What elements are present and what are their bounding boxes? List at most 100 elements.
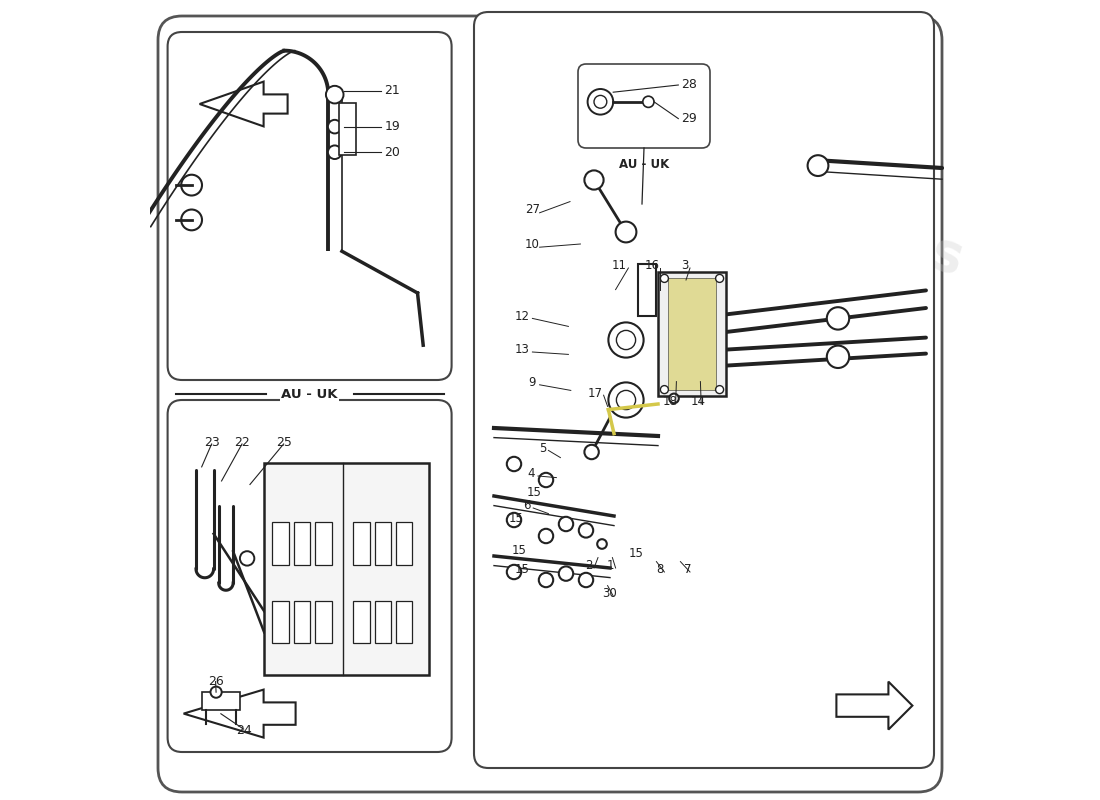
Circle shape (642, 96, 654, 107)
Text: 4: 4 (527, 467, 535, 480)
Text: 18: 18 (662, 395, 678, 408)
Circle shape (539, 473, 553, 487)
Bar (273, 601, 289, 643)
Circle shape (584, 445, 598, 459)
Text: 29: 29 (681, 112, 696, 125)
Bar (294, 601, 310, 643)
Circle shape (716, 274, 724, 282)
FancyBboxPatch shape (167, 32, 452, 380)
FancyBboxPatch shape (158, 16, 942, 792)
Circle shape (240, 551, 254, 566)
Bar (658, 272, 726, 396)
Text: 19: 19 (384, 120, 400, 133)
Bar (294, 522, 310, 565)
Circle shape (616, 390, 636, 410)
Text: 20: 20 (384, 146, 400, 158)
Text: motores: motores (722, 162, 971, 286)
Text: 7: 7 (684, 563, 692, 576)
Circle shape (827, 307, 849, 330)
Text: 23: 23 (204, 436, 220, 449)
Circle shape (827, 346, 849, 368)
Text: 15: 15 (509, 512, 524, 525)
Circle shape (559, 517, 573, 531)
Circle shape (594, 95, 607, 108)
Polygon shape (836, 682, 912, 730)
FancyBboxPatch shape (578, 64, 710, 148)
Circle shape (579, 523, 593, 538)
Circle shape (182, 210, 202, 230)
Polygon shape (199, 82, 287, 126)
Bar (668, 278, 716, 390)
Circle shape (539, 573, 553, 587)
Text: 5: 5 (539, 442, 547, 454)
Text: 15: 15 (512, 544, 526, 557)
Text: 8: 8 (657, 563, 664, 576)
Circle shape (579, 573, 593, 587)
Text: a passion for motors since 1985: a passion for motors since 1985 (579, 380, 873, 548)
Bar (374, 601, 390, 643)
Text: 24: 24 (235, 724, 252, 738)
Circle shape (328, 146, 341, 159)
Text: 2: 2 (585, 559, 592, 572)
Circle shape (182, 174, 202, 195)
Bar (374, 522, 390, 565)
Text: 21: 21 (384, 84, 400, 97)
Text: 11: 11 (612, 259, 627, 272)
Circle shape (669, 394, 679, 403)
Text: 9: 9 (529, 376, 536, 389)
Circle shape (559, 566, 573, 581)
Circle shape (660, 274, 669, 282)
Text: 1985: 1985 (801, 261, 891, 315)
Bar (638, 264, 656, 316)
Text: 10: 10 (525, 238, 540, 250)
Polygon shape (184, 690, 296, 738)
Text: 22: 22 (234, 436, 250, 449)
Circle shape (210, 686, 222, 698)
Text: 25: 25 (276, 436, 292, 449)
Circle shape (507, 513, 521, 527)
Circle shape (326, 86, 343, 103)
Circle shape (507, 457, 521, 471)
Text: 27: 27 (525, 203, 540, 216)
Bar (273, 522, 289, 565)
Circle shape (328, 120, 341, 134)
Bar (339, 102, 356, 154)
Bar (316, 601, 332, 643)
Circle shape (716, 386, 724, 394)
Circle shape (807, 155, 828, 176)
Text: 3: 3 (681, 259, 689, 272)
Bar (353, 601, 370, 643)
Text: 15: 15 (515, 563, 529, 576)
Circle shape (597, 539, 607, 549)
Circle shape (584, 170, 604, 190)
Text: 15: 15 (527, 486, 541, 498)
Text: 16: 16 (645, 259, 660, 272)
Text: 26: 26 (208, 675, 223, 688)
Bar (396, 601, 412, 643)
Circle shape (608, 382, 644, 418)
Text: 13: 13 (515, 343, 529, 356)
Text: 6: 6 (524, 499, 530, 512)
Circle shape (616, 222, 637, 242)
Circle shape (587, 89, 613, 114)
Bar (396, 522, 412, 565)
Circle shape (660, 386, 669, 394)
Bar (353, 522, 370, 565)
Circle shape (507, 565, 521, 579)
Circle shape (608, 322, 644, 358)
Text: AU - UK: AU - UK (619, 158, 669, 171)
Bar (316, 522, 332, 565)
Text: 1: 1 (606, 559, 614, 572)
Text: 15: 15 (629, 547, 644, 560)
Text: 14: 14 (691, 395, 705, 408)
FancyBboxPatch shape (167, 400, 452, 752)
Circle shape (616, 330, 636, 350)
Text: 30: 30 (603, 587, 617, 600)
Bar (264, 463, 429, 674)
Text: 28: 28 (681, 78, 696, 91)
Bar (201, 692, 240, 710)
Circle shape (539, 529, 553, 543)
FancyBboxPatch shape (474, 12, 934, 768)
Text: 12: 12 (515, 310, 529, 322)
Text: 17: 17 (588, 387, 603, 400)
